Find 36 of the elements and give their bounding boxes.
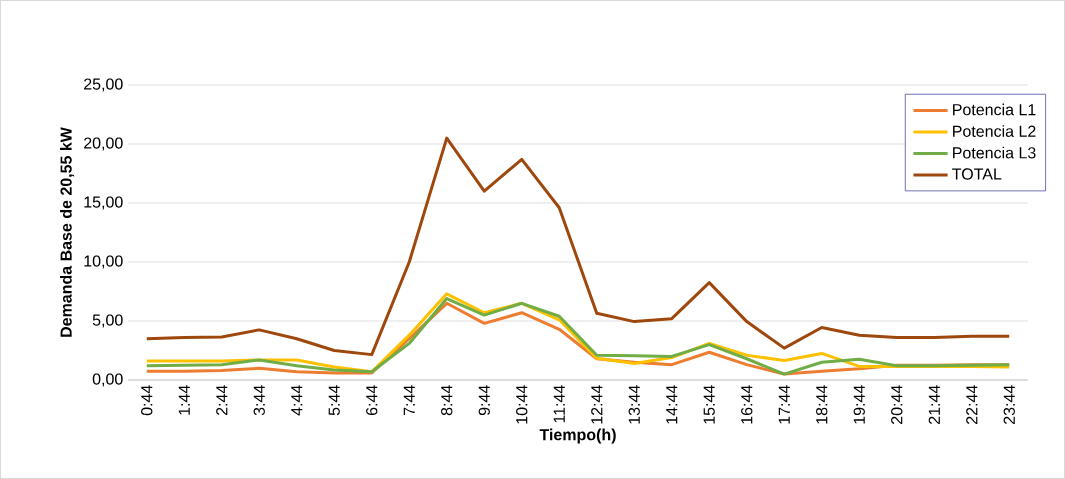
x-tick-label: 22:44 (966, 385, 978, 424)
x-tick-label: 5:44 (328, 385, 340, 416)
x-tick-label: 15:44 (703, 385, 715, 424)
x-tick-label: 7:44 (403, 385, 415, 416)
legend-label: Potencia L2 (953, 125, 1036, 137)
y-tick-label: 0,00 (92, 373, 123, 387)
x-tick-label: 14:44 (666, 385, 678, 424)
x-tick-label: 16:44 (741, 385, 753, 424)
x-tick-label: 2:44 (216, 385, 228, 416)
y-tick-label: 10,00 (84, 255, 123, 269)
legend-label: Potencia L3 (953, 146, 1036, 159)
y-tick-label: 5,00 (92, 314, 123, 328)
x-tick-label: 9:44 (478, 385, 490, 416)
x-tick-label: 0:44 (141, 385, 153, 416)
y-tick-label: 15,00 (84, 196, 123, 210)
x-axis-title: Tiempo(h) (539, 428, 616, 444)
legend-label: Potencia L1 (953, 103, 1036, 116)
x-tick-label: 1:44 (178, 385, 190, 415)
x-tick-label: 10:44 (516, 385, 528, 424)
legend-label: TOTAL (952, 168, 1002, 180)
x-tick-label: 17:44 (778, 385, 790, 424)
x-tick-label: 18:44 (816, 385, 828, 424)
x-tick-label: 19:44 (853, 385, 865, 424)
x-tick-label: 20:44 (891, 385, 903, 424)
y-tick-label: 20,00 (84, 137, 123, 151)
x-tick-label: 4:44 (291, 385, 303, 416)
x-tick-label: 6:44 (366, 385, 378, 416)
x-tick-label: 23:44 (1003, 385, 1015, 424)
y-axis-title: Demanda Base de 20,55 kW (60, 127, 75, 337)
x-tick-label: 3:44 (253, 385, 265, 416)
x-tick-label: 11:44 (553, 385, 565, 423)
y-tick-label: 25,00 (84, 78, 123, 92)
x-tick-label: 21:44 (928, 385, 940, 424)
x-tick-label: 13:44 (628, 385, 640, 424)
x-tick-label: 12:44 (591, 385, 603, 424)
x-tick-label: 8:44 (441, 385, 453, 416)
